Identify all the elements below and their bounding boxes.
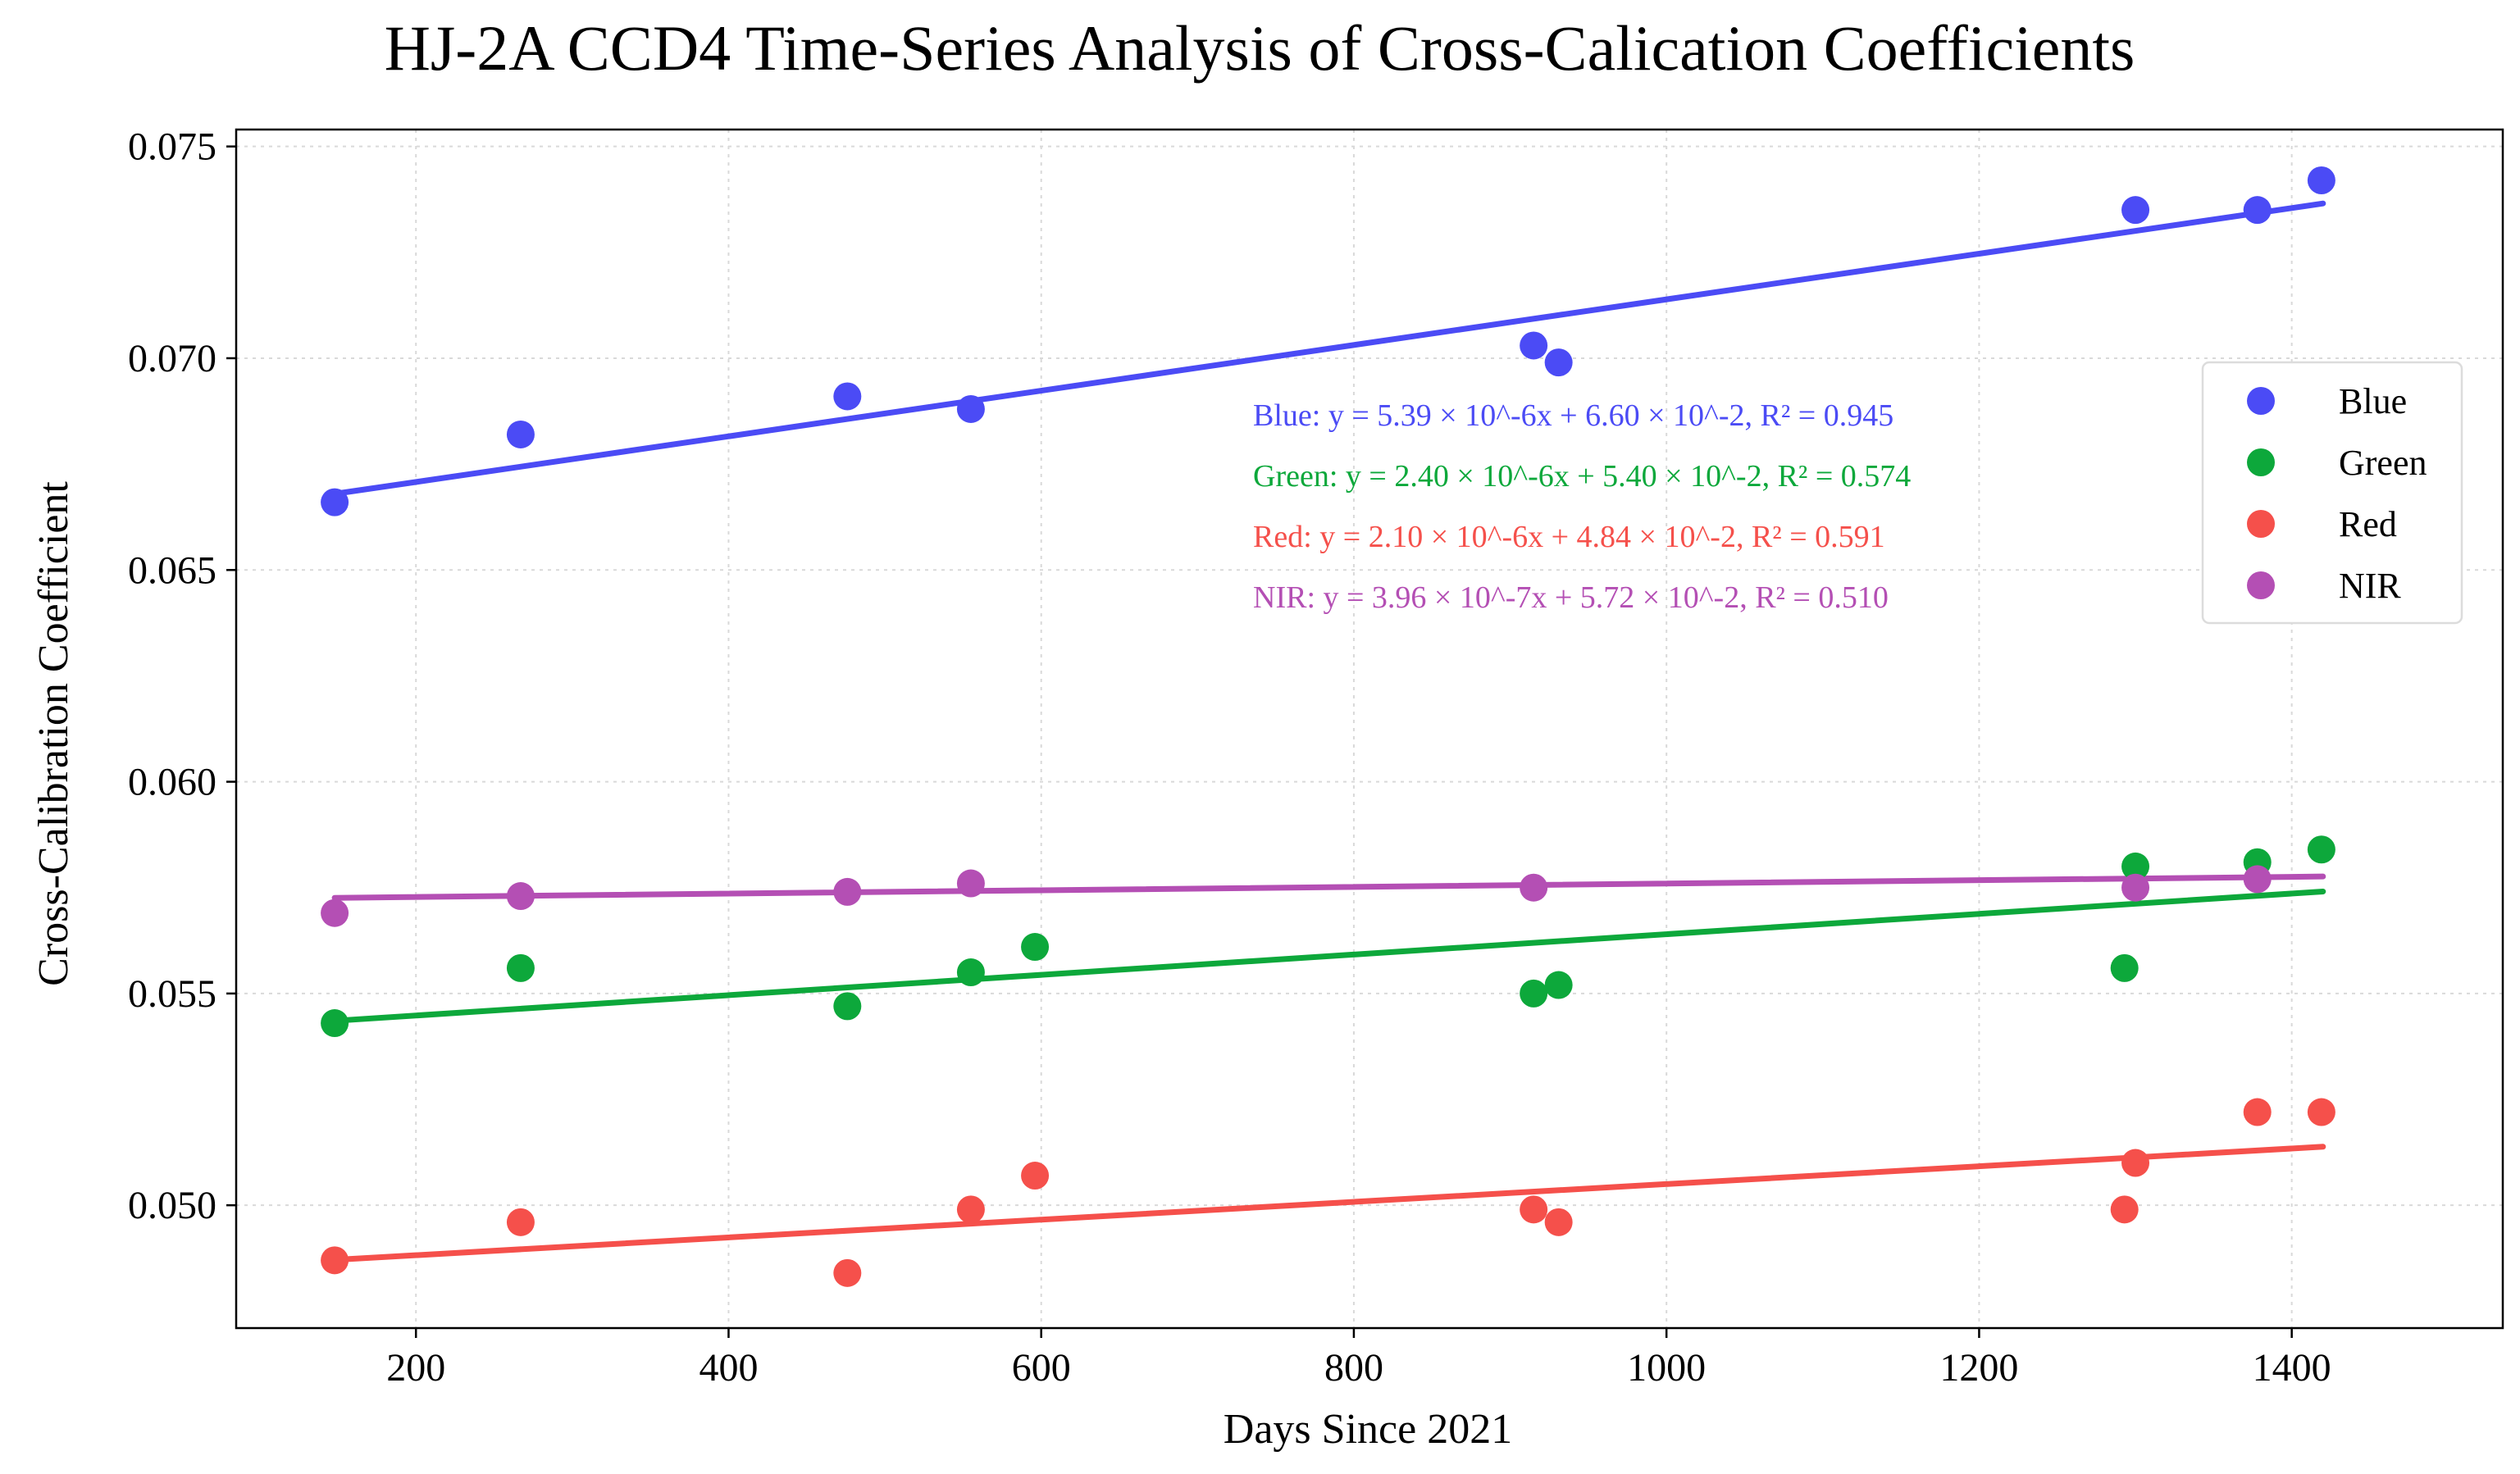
legend-label-red: Red <box>2339 504 2397 544</box>
data-points <box>321 166 2335 1287</box>
fit-equations: Blue: y = 5.39 × 10^-6x + 6.60 × 10^-2, … <box>1253 398 1911 615</box>
blue-point <box>956 394 985 423</box>
blue-equation: Blue: y = 5.39 × 10^-6x + 6.60 × 10^-2, … <box>1253 398 1893 433</box>
y-tick-label: 0.070 <box>128 337 216 380</box>
nir-point <box>833 877 862 906</box>
green-point <box>2121 852 2150 880</box>
green-point <box>2110 953 2139 982</box>
red-point <box>506 1208 535 1236</box>
nir-trend-line <box>331 873 2326 901</box>
trend-lines <box>331 200 2326 1263</box>
red-point <box>1021 1162 1050 1190</box>
green-point <box>1021 933 1050 962</box>
green-equation: Green: y = 2.40 × 10^-6x + 5.40 × 10^-2,… <box>1253 459 1911 494</box>
nir-point <box>321 899 349 927</box>
green-point <box>506 953 535 982</box>
legend-box <box>2201 361 2463 625</box>
red-point <box>2243 1098 2272 1126</box>
legend-label-green: Green <box>2339 443 2427 483</box>
y-tick-label: 0.065 <box>128 548 216 592</box>
legend-label-blue: Blue <box>2339 381 2407 421</box>
green-point <box>2307 835 2335 864</box>
blue-point <box>833 382 862 411</box>
x-tick-label: 1200 <box>1939 1346 2018 1390</box>
nir-equation: NIR: y = 3.96 × 10^-7x + 5.72 × 10^-2, R… <box>1253 580 1889 615</box>
red-equation: Red: y = 2.10 × 10^-6x + 4.84 × 10^-2, R… <box>1253 520 1885 554</box>
y-tick-label: 0.050 <box>128 1184 216 1227</box>
legend-label-nir: NIR <box>2339 566 2401 606</box>
grid <box>236 130 2503 1328</box>
legend-marker-blue <box>2247 387 2275 415</box>
chart-title: HJ-2A CCD4 Time-Series Analysis of Cross… <box>385 12 2135 84</box>
x-tick-label: 600 <box>1012 1346 1071 1390</box>
blue-point <box>506 420 535 448</box>
nir-point <box>506 882 535 911</box>
red-point <box>956 1195 985 1224</box>
blue-point <box>1520 331 1548 360</box>
x-tick-label: 400 <box>699 1346 758 1390</box>
green-point <box>321 1009 349 1038</box>
blue-trend-line <box>331 200 2326 497</box>
blue-point <box>2243 196 2272 225</box>
blue-point <box>1544 348 1573 377</box>
y-tick-label: 0.075 <box>128 125 216 169</box>
red-point <box>1544 1208 1573 1236</box>
red-point <box>2110 1195 2139 1224</box>
red-point <box>321 1246 349 1275</box>
plot-frame <box>235 128 2504 1330</box>
nir-point <box>1520 873 1548 902</box>
red-point <box>2307 1098 2335 1126</box>
y-tick-label: 0.055 <box>128 972 216 1016</box>
blue-point <box>321 488 349 516</box>
x-tick-label: 1000 <box>1627 1346 1706 1390</box>
nir-point <box>2243 865 2272 894</box>
legend-marker-green <box>2247 448 2275 476</box>
green-point <box>1520 979 1548 1008</box>
x-axis-label: Days Since 2021 <box>1224 1406 1512 1453</box>
green-point <box>833 992 862 1021</box>
red-point <box>2121 1149 2150 1177</box>
nir-point <box>956 869 985 898</box>
blue-point <box>2121 196 2150 225</box>
nir-point <box>2121 873 2150 902</box>
green-point <box>956 958 985 987</box>
green-trend-line <box>331 888 2326 1024</box>
x-tick-label: 800 <box>1324 1346 1383 1390</box>
legend: Blue Green Red NIR <box>2201 361 2463 625</box>
y-axis-label: Cross-Calibration Coefficient <box>30 481 77 986</box>
legend-marker-nir <box>2247 571 2275 599</box>
axis-ticks: 200 400 600 800 1000 1200 1400 0.050 0.055 0.060 0… <box>128 125 2331 1390</box>
y-tick-label: 0.060 <box>128 761 216 804</box>
blue-point <box>2307 166 2335 194</box>
x-tick-label: 200 <box>386 1346 445 1390</box>
red-point <box>833 1258 862 1287</box>
green-point <box>1544 971 1573 999</box>
x-tick-label: 1400 <box>2253 1346 2331 1390</box>
red-trend-line <box>331 1144 2326 1263</box>
legend-marker-red <box>2247 510 2275 538</box>
red-point <box>1520 1195 1548 1224</box>
